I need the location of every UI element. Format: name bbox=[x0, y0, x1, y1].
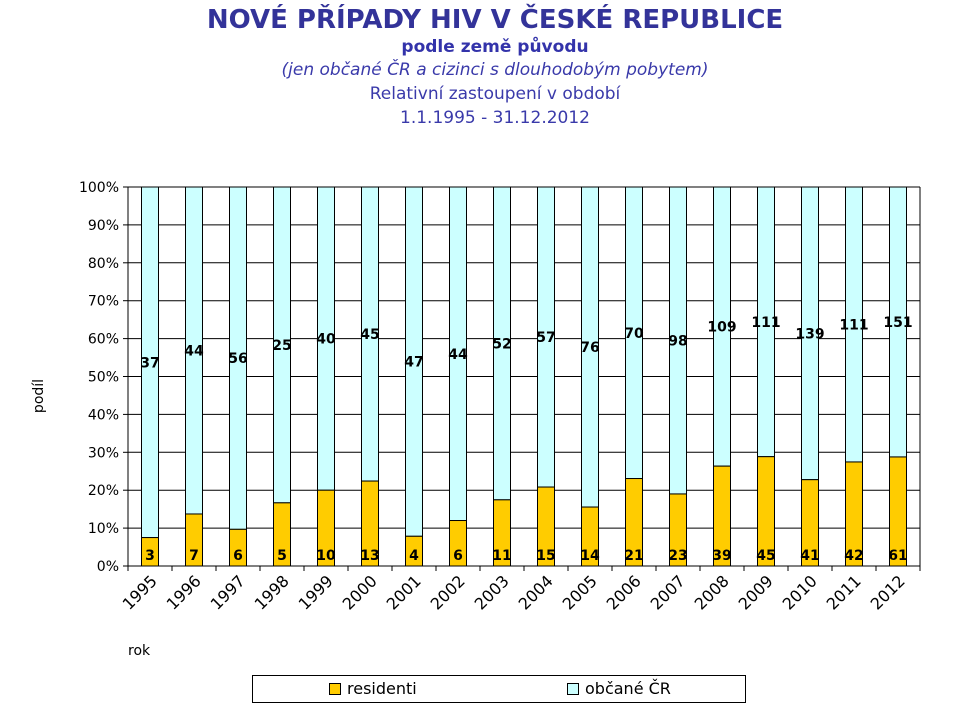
legend-swatch-citizens bbox=[567, 682, 579, 695]
data-label-citizens: 151 bbox=[883, 315, 912, 331]
x-tick-label: 2008 bbox=[691, 571, 733, 613]
x-tick-label: 2006 bbox=[603, 571, 645, 613]
data-label-residents: 13 bbox=[360, 548, 379, 564]
data-label-citizens: 111 bbox=[839, 317, 868, 333]
x-tick-label: 2011 bbox=[823, 571, 865, 613]
data-label-citizens: 52 bbox=[492, 336, 511, 352]
data-label-residents: 6 bbox=[233, 548, 243, 564]
data-label-citizens: 109 bbox=[707, 320, 736, 336]
y-tick-label: 70% bbox=[88, 294, 119, 310]
chart-period-label: Relativní zastoupení v období bbox=[369, 84, 621, 104]
chart-subtitle: podle země původu bbox=[401, 37, 589, 57]
y-tick-label: 40% bbox=[88, 407, 119, 423]
data-label-residents: 6 bbox=[453, 548, 463, 564]
legend-label-citizens: občané ČR bbox=[585, 679, 671, 698]
x-tick-label: 2000 bbox=[339, 571, 381, 613]
data-label-citizens: 44 bbox=[184, 343, 204, 359]
data-label-citizens: 37 bbox=[140, 355, 159, 371]
x-tick-label: 2001 bbox=[383, 571, 425, 613]
chart-period: 1.1.1995 - 31.12.2012 bbox=[400, 108, 590, 128]
data-label-citizens: 139 bbox=[795, 326, 824, 342]
data-label-citizens: 111 bbox=[751, 315, 780, 331]
chart-title: NOVÉ PŘÍPADY HIV V ČESKÉ REPUBLICE bbox=[206, 5, 784, 35]
x-tick-label: 1999 bbox=[295, 571, 337, 613]
data-label-citizens: 76 bbox=[580, 340, 599, 356]
x-tick-label: 1998 bbox=[251, 571, 293, 613]
x-tick-label: 1996 bbox=[163, 571, 205, 613]
data-label-citizens: 47 bbox=[404, 355, 423, 371]
x-tick-label: 2010 bbox=[779, 571, 821, 613]
x-tick-label: 1995 bbox=[119, 571, 161, 613]
chart-note: (jen občané ČR a cizinci s dlouhodobým p… bbox=[281, 60, 709, 80]
data-label-residents: 45 bbox=[756, 548, 775, 564]
data-label-citizens: 57 bbox=[536, 330, 555, 346]
x-tick-label: 1997 bbox=[207, 571, 249, 613]
y-tick-label: 10% bbox=[88, 521, 119, 537]
data-label-residents: 14 bbox=[580, 548, 600, 564]
y-axis-label: podíl bbox=[31, 378, 48, 414]
data-label-residents: 23 bbox=[668, 548, 687, 564]
data-label-citizens: 56 bbox=[228, 351, 247, 367]
y-tick-label: 90% bbox=[88, 218, 119, 234]
y-tick-label: 30% bbox=[88, 445, 119, 461]
data-label-residents: 11 bbox=[492, 548, 511, 564]
x-tick-label: 2002 bbox=[427, 571, 469, 613]
data-label-residents: 3 bbox=[145, 548, 155, 564]
data-label-citizens: 40 bbox=[316, 332, 336, 348]
x-axis-label: rok bbox=[128, 643, 151, 659]
y-tick-label: 20% bbox=[88, 483, 119, 499]
data-label-residents: 61 bbox=[888, 548, 907, 564]
data-label-citizens: 70 bbox=[624, 326, 644, 342]
data-label-residents: 4 bbox=[409, 548, 419, 564]
data-label-residents: 7 bbox=[189, 548, 199, 564]
data-label-citizens: 25 bbox=[272, 338, 291, 354]
x-tick-label: 2009 bbox=[735, 571, 777, 613]
y-tick-label: 50% bbox=[88, 370, 119, 386]
data-label-citizens: 44 bbox=[448, 347, 468, 363]
legend-swatch-residents bbox=[329, 682, 341, 695]
data-label-residents: 42 bbox=[844, 548, 863, 564]
data-label-residents: 10 bbox=[316, 548, 336, 564]
data-label-residents: 15 bbox=[536, 548, 555, 564]
legend-label-residents: residenti bbox=[347, 679, 417, 698]
data-label-residents: 21 bbox=[624, 548, 643, 564]
y-tick-label: 100% bbox=[79, 180, 119, 196]
x-tick-label: 2005 bbox=[559, 571, 601, 613]
legend: residenti občané ČR bbox=[252, 675, 746, 703]
data-label-citizens: 98 bbox=[668, 333, 687, 349]
legend-item-residents: residenti bbox=[329, 679, 417, 698]
x-tick-label: 2003 bbox=[471, 571, 513, 613]
y-tick-label: 0% bbox=[97, 559, 119, 575]
x-tick-label: 2007 bbox=[647, 571, 689, 613]
data-label-residents: 39 bbox=[712, 548, 731, 564]
data-label-residents: 5 bbox=[277, 548, 287, 564]
y-tick-label: 80% bbox=[88, 256, 119, 272]
legend-item-citizens: občané ČR bbox=[567, 679, 671, 698]
y-tick-label: 60% bbox=[88, 332, 119, 348]
x-tick-label: 2004 bbox=[515, 571, 557, 613]
data-label-citizens: 45 bbox=[360, 327, 379, 343]
chart-title-block: NOVÉ PŘÍPADY HIV V ČESKÉ REPUBLICE podle… bbox=[0, 4, 960, 130]
data-label-residents: 41 bbox=[800, 548, 819, 564]
x-tick-label: 2012 bbox=[867, 571, 909, 613]
